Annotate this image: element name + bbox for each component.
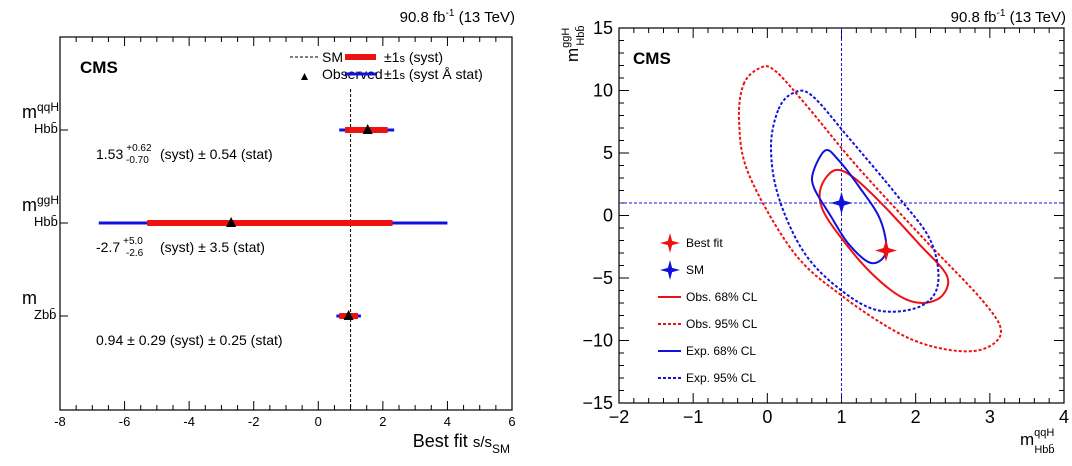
legend-total-label: ±1s (syst Å stat) (384, 66, 483, 82)
sm-marker (831, 192, 853, 214)
right-markers (831, 192, 898, 262)
left-x-tick-label: 0 (315, 414, 322, 429)
right-contours (739, 66, 1001, 351)
legend-sm-star (660, 260, 680, 280)
left-x-axis: -8 -6 -4 -2 0 2 4 6 (54, 37, 515, 429)
row-label: m Zbb̄ (22, 288, 56, 322)
legend-observed-marker (301, 73, 308, 80)
right-y-axis-title: mggH Hbb̄ (560, 25, 587, 62)
contour-exp-95-cl (771, 91, 939, 312)
right-lumi-label: 90.8 fb-1 (13 TeV) (951, 8, 1066, 26)
left-x-tick-label: -2 (248, 414, 260, 429)
right-y-tick-label: 15 (593, 18, 613, 38)
row-label: mggH Hbb̄ (22, 193, 59, 229)
legend-best-fit-marker (660, 233, 680, 253)
row-label: mqqH Hbb̄ (22, 100, 59, 136)
left-x-tick-label: 4 (444, 414, 451, 429)
left-x-tick-label: -8 (54, 414, 66, 429)
right-cms-label: CMS (633, 49, 671, 68)
right-y-tick-label: −15 (582, 393, 613, 413)
left-legend: SM Observed ±1s (syst) ±1s (syst Å stat) (290, 49, 483, 82)
left-panel: 90.8 fb-1 (13 TeV) CMS SM Observed ±1s (… (22, 8, 516, 456)
contour-exp-68-cl (812, 150, 886, 263)
legend-exp68-label: Exp. 68% CL (686, 344, 756, 358)
right-x-tick-label: 4 (1059, 407, 1069, 427)
legend-obs68-label: Obs. 68% CL (686, 290, 758, 304)
best-fit-marker (875, 240, 897, 262)
left-cms-label: CMS (80, 58, 118, 77)
right-x-tick-label: 2 (911, 407, 921, 427)
right-panel: 90.8 fb-1 (13 TeV) CMS −2 −1 0 1 2 3 4−15−10−5… (560, 8, 1069, 456)
legend-sm-label: SM (686, 263, 704, 277)
left-rows: mqqH Hbb̄ 1.53 +0.62 -0.70 (syst) ± 0.54 (sta… (22, 100, 447, 348)
right-x-tick-label: −1 (683, 407, 704, 427)
legend-best-fit-star (660, 233, 680, 253)
row-value-text: 1.53 +0.62 -0.70 (syst) ± 0.54 (stat) (96, 143, 273, 166)
right-y-tick-label: −5 (592, 268, 613, 288)
legend-sm-marker (660, 260, 680, 280)
right-x-tick-label: 3 (985, 407, 995, 427)
right-x-tick-label: 0 (762, 407, 772, 427)
right-y-tick-label: −10 (582, 331, 613, 351)
left-x-tick-label: 6 (508, 414, 515, 429)
right-x-axis-title: mqqH Hbb̄ (1020, 427, 1055, 456)
right-x-tick-label: 1 (836, 407, 846, 427)
right-y-tick-label: 0 (603, 206, 613, 226)
left-x-tick-label: 2 (379, 414, 386, 429)
legend-syst-label: ±1s (syst) (384, 49, 443, 65)
left-x-axis-title: Best fit s/sSM (413, 431, 510, 456)
legend-obs95-label: Obs. 95% CL (686, 317, 758, 331)
legend-sm-label: SM (322, 49, 343, 65)
right-legend: Best fit SM Obs. 68% CL Obs. 95% CL Exp.… (658, 233, 758, 385)
right-y-tick-label: 10 (593, 81, 613, 101)
row-value-text: -2.7 +5.0 -2.6 (syst) ± 3.5 (stat) (96, 236, 265, 259)
left-lumi-label: 90.8 fb-1 (13 TeV) (400, 8, 515, 26)
left-x-tick-label: -4 (183, 414, 195, 429)
legend-best-fit-label: Best fit (686, 236, 723, 250)
right-y-tick-label: 5 (603, 143, 613, 163)
left-x-tick-label: -6 (119, 414, 131, 429)
row-value-text: 0.94 ± 0.29 (syst) ± 0.25 (stat) (96, 332, 283, 348)
legend-exp95-label: Exp. 95% CL (686, 371, 756, 385)
